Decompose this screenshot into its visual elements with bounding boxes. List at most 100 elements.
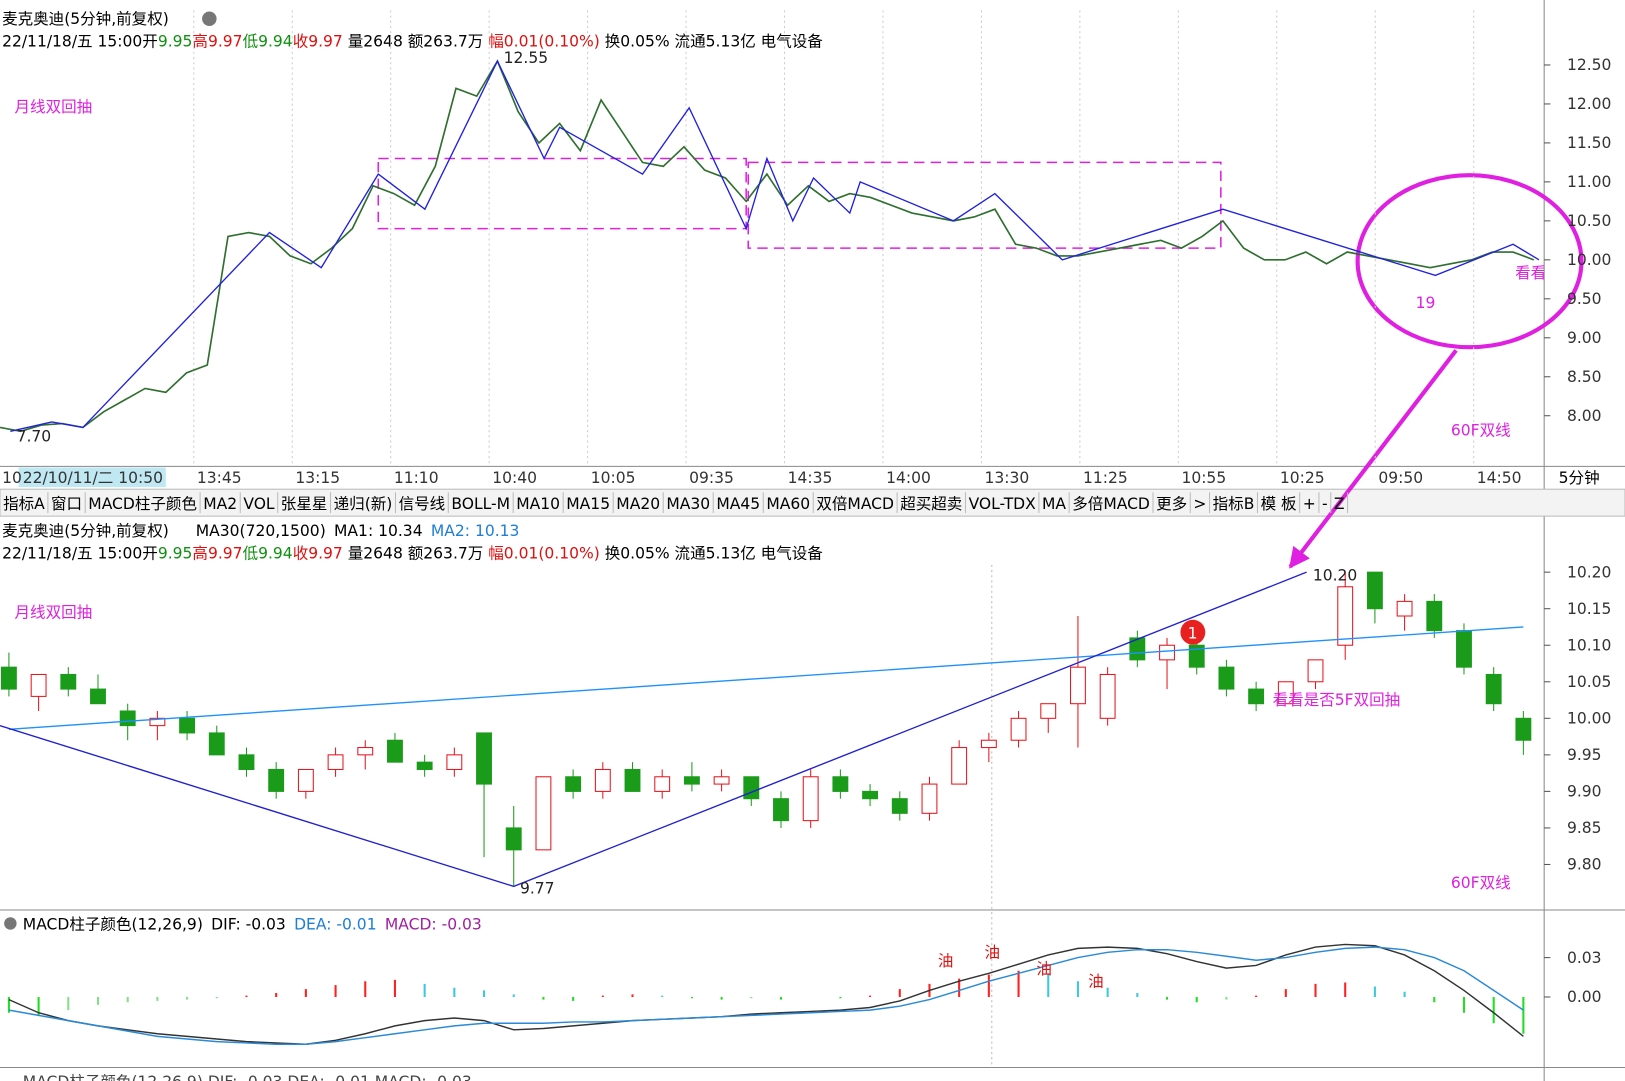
toolbar-item[interactable]: MA45	[716, 495, 760, 513]
toolbar-item[interactable]: MA20	[616, 495, 660, 513]
toolbar-item[interactable]: 张星星	[281, 495, 328, 513]
candle-body	[1218, 666, 1235, 690]
candle-body	[594, 768, 611, 792]
toolbar-item[interactable]: >	[1193, 495, 1206, 513]
y-tick-label: 9.85	[1567, 819, 1602, 837]
candle-body	[921, 783, 938, 814]
x-tick-label: 13:15	[295, 469, 340, 487]
annotation: 19	[1416, 294, 1436, 312]
plot-area: 月线双回抽 19 看看 60F双线	[15, 98, 1545, 439]
toolbar-item[interactable]: 模 板	[1261, 495, 1297, 513]
highlight-ellipse	[1355, 173, 1584, 350]
toolbar-item[interactable]: BOLL-M	[451, 495, 510, 513]
toolbar-item[interactable]: 指标B	[1213, 495, 1255, 513]
x-tick-label: 10:55	[1181, 469, 1226, 487]
x-tick-label: 10:40	[492, 469, 537, 487]
info-item: 流通5.13亿	[670, 545, 756, 563]
candle-body	[119, 710, 136, 727]
title-text: MACD柱子颜色(12,26,9)	[23, 916, 203, 934]
x-tick-label: 10:25	[1280, 469, 1325, 487]
info-line: 22/11/18/五 15:00开9.95高9.97低9.94收9.97 量26…	[2, 33, 823, 51]
value-label: 10.20	[1313, 566, 1357, 584]
info-item: 收	[293, 33, 309, 51]
candle-body	[1366, 571, 1383, 610]
candle-body	[357, 747, 374, 756]
candle-body	[476, 732, 492, 785]
toolbar-item[interactable]: 信号线	[399, 495, 446, 513]
x-tick-label: 13:30	[985, 469, 1030, 487]
toolbar-item[interactable]: MA2	[203, 495, 237, 513]
toolbar-item[interactable]: 更多	[1156, 495, 1187, 513]
candle-body	[1099, 673, 1116, 719]
info-item: 9.97	[308, 545, 343, 563]
toolbar-item[interactable]: 双倍MACD	[816, 495, 894, 513]
y-tick-label: 10.50	[1567, 212, 1611, 230]
info-item: 9.95	[158, 545, 193, 563]
candle-body	[60, 673, 77, 690]
toolbar-item[interactable]: VOL	[243, 495, 275, 513]
x-tick-label: 11:25	[1083, 469, 1128, 487]
candle-body	[1337, 586, 1354, 646]
title-text: 麦克奥迪(5分钟,前复权)	[2, 522, 169, 540]
toolbar-item[interactable]: MACD柱子颜色	[88, 495, 197, 513]
toolbar-bg	[0, 488, 1625, 517]
info-item: 换0.05%	[600, 545, 670, 563]
toolbar-item[interactable]: -	[1322, 495, 1328, 513]
info-item: 幅	[483, 545, 503, 563]
toolbar-item[interactable]: MA10	[516, 495, 560, 513]
toolbar-item[interactable]: 多倍MACD	[1072, 495, 1150, 513]
stat: DEA: -0.01	[294, 916, 376, 934]
info-item: 9.97	[308, 33, 343, 51]
candle-body	[565, 776, 582, 792]
annotation: 60F双线	[1451, 874, 1511, 892]
indicator: MA1: 10.34	[334, 522, 423, 540]
candle-body	[446, 754, 463, 770]
toolbar-item[interactable]: Z	[1334, 495, 1345, 513]
annotation: 1	[1188, 624, 1198, 642]
info-item: 0.01(0.10%)	[504, 33, 600, 51]
annotation: 月线双回抽	[15, 98, 93, 116]
candle-body	[0, 666, 17, 690]
candle-body	[1485, 673, 1502, 705]
y-tick-label: 10.20	[1567, 563, 1611, 581]
info-item: 低9.94	[243, 545, 293, 563]
info-item: 量2648	[343, 33, 403, 51]
range-box	[747, 161, 1222, 249]
y-tick-label: 0.03	[1567, 949, 1602, 967]
y-tick-label: 10.00	[1567, 251, 1611, 269]
toolbar-item[interactable]: +	[1303, 495, 1316, 513]
toolbar-item[interactable]: MA	[1042, 495, 1066, 513]
y-tick-label: 10.00	[1567, 709, 1611, 727]
signal-marker: 油	[985, 944, 1001, 962]
candle-body	[238, 754, 255, 770]
candle-body	[179, 717, 196, 734]
dropdown-icon[interactable]	[4, 917, 17, 930]
candle-body	[980, 739, 997, 749]
value-label: 12.55	[504, 49, 548, 67]
candle-body	[327, 754, 344, 770]
info-item: 开	[142, 33, 158, 51]
chart-title: 麦克奥迪(5分钟,前复权) MA30(720,1500) MA1: 10.34 MA2…	[2, 522, 519, 540]
annotation: 60F双线	[1451, 421, 1511, 439]
info-line: 22/11/18/五 15:00开9.95高9.97低9.94收9.97 量26…	[2, 545, 823, 563]
toolbar-item[interactable]: VOL-TDX	[969, 495, 1037, 513]
plot-area: 9.77 10.20	[0, 566, 1357, 898]
info-item: 幅	[483, 33, 503, 51]
toolbar-item[interactable]: MA15	[566, 495, 610, 513]
candle-body	[149, 717, 166, 727]
toolbar-item[interactable]: 递归(新)	[334, 495, 393, 513]
candle-body	[1426, 600, 1443, 632]
candle-body	[862, 790, 879, 800]
dropdown-icon[interactable]	[202, 11, 217, 26]
toolbar-item[interactable]: MA30	[666, 495, 710, 513]
y-tick-label: 8.00	[1567, 407, 1602, 425]
x-tick-label: 14:00	[886, 469, 931, 487]
toolbar-item[interactable]: 超买超卖	[900, 495, 962, 513]
toolbar-item[interactable]: 窗口	[51, 495, 82, 513]
candle-body	[683, 776, 700, 785]
y-tick-label: 12.00	[1567, 95, 1611, 113]
info-item: 换0.05%	[600, 33, 670, 51]
toolbar-item[interactable]: MA60	[766, 495, 810, 513]
toolbar-item[interactable]: 指标A	[3, 495, 45, 513]
